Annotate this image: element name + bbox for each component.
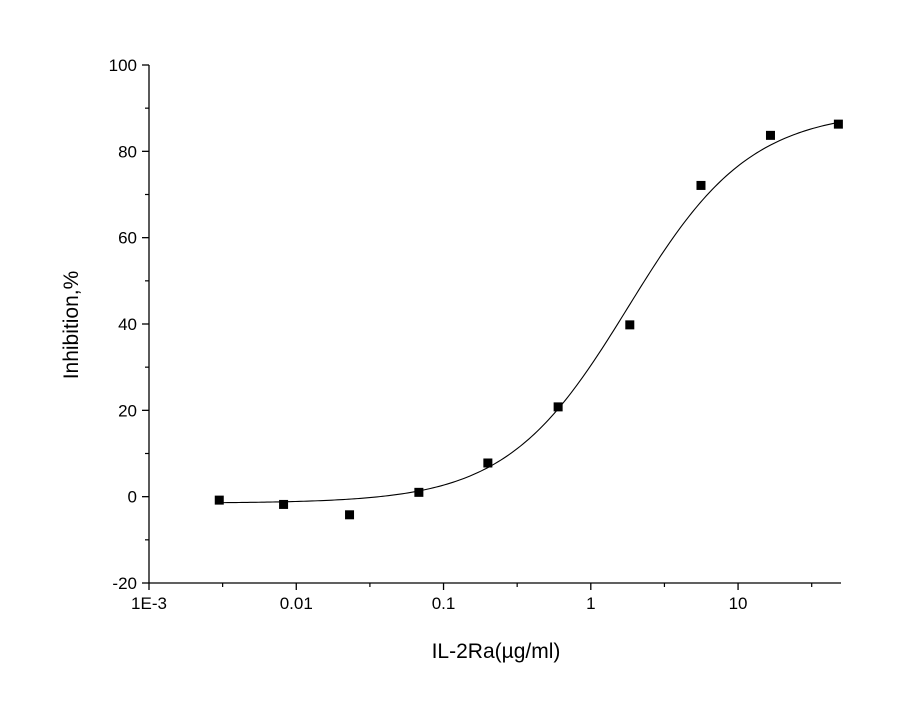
x-tick-label: 10 — [729, 594, 748, 613]
y-tick-label: 100 — [109, 56, 137, 75]
fit-curve-layer — [219, 121, 839, 504]
data-point — [765, 130, 775, 140]
data-point — [414, 487, 424, 497]
y-tick-label: 0 — [128, 488, 137, 507]
x-tick-label: 1E-3 — [131, 594, 167, 613]
x-tick-label: 1 — [586, 594, 595, 613]
data-point — [553, 402, 563, 412]
y-tick-label: 60 — [118, 229, 137, 248]
fit-curve — [219, 121, 839, 504]
y-tick-label: 20 — [118, 401, 137, 420]
y-tick-label: 40 — [118, 315, 137, 334]
data-point — [625, 320, 635, 330]
x-axis-title: IL-2Ra(µg/ml) — [432, 640, 561, 663]
data-point — [214, 495, 224, 505]
data-point — [483, 458, 493, 468]
y-tick-label: -20 — [112, 574, 137, 593]
y-axis-title: Inhibition,% — [60, 271, 83, 380]
data-point — [345, 510, 355, 520]
data-point — [833, 119, 843, 129]
data-points-layer — [214, 119, 843, 520]
axes-layer: -20 0 20 40 60 80 100 1E-3 0.01 0.1 1 10 — [109, 56, 841, 613]
data-point — [696, 180, 706, 190]
y-tick-label: 80 — [118, 142, 137, 161]
x-tick-label: 0.1 — [432, 594, 456, 613]
x-tick-label: 0.01 — [280, 594, 313, 613]
data-point — [279, 499, 289, 509]
